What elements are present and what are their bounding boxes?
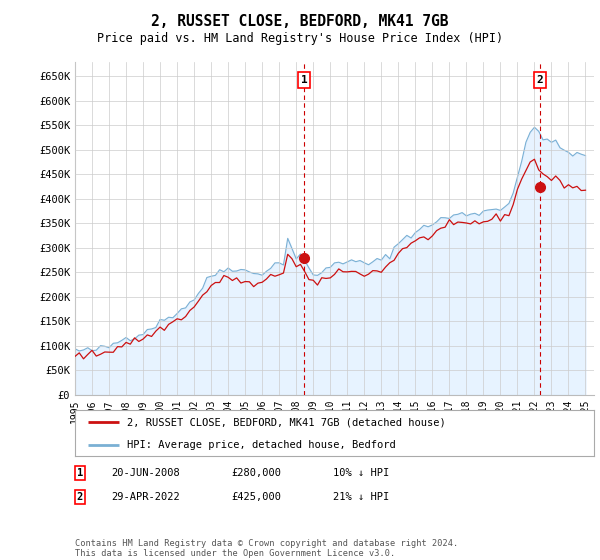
Text: 2, RUSSET CLOSE, BEDFORD, MK41 7GB: 2, RUSSET CLOSE, BEDFORD, MK41 7GB: [151, 14, 449, 29]
Text: £425,000: £425,000: [231, 492, 281, 502]
Text: 20-JUN-2008: 20-JUN-2008: [111, 468, 180, 478]
Text: 2: 2: [536, 75, 544, 85]
Text: 1: 1: [77, 468, 83, 478]
Text: 29-APR-2022: 29-APR-2022: [111, 492, 180, 502]
Text: HPI: Average price, detached house, Bedford: HPI: Average price, detached house, Bedf…: [127, 440, 395, 450]
Text: Contains HM Land Registry data © Crown copyright and database right 2024.
This d: Contains HM Land Registry data © Crown c…: [75, 539, 458, 558]
Text: £280,000: £280,000: [231, 468, 281, 478]
Text: 10% ↓ HPI: 10% ↓ HPI: [333, 468, 389, 478]
Text: 21% ↓ HPI: 21% ↓ HPI: [333, 492, 389, 502]
Text: 2, RUSSET CLOSE, BEDFORD, MK41 7GB (detached house): 2, RUSSET CLOSE, BEDFORD, MK41 7GB (deta…: [127, 417, 446, 427]
Text: Price paid vs. HM Land Registry's House Price Index (HPI): Price paid vs. HM Land Registry's House …: [97, 32, 503, 45]
Text: 1: 1: [301, 75, 308, 85]
Text: 2: 2: [77, 492, 83, 502]
